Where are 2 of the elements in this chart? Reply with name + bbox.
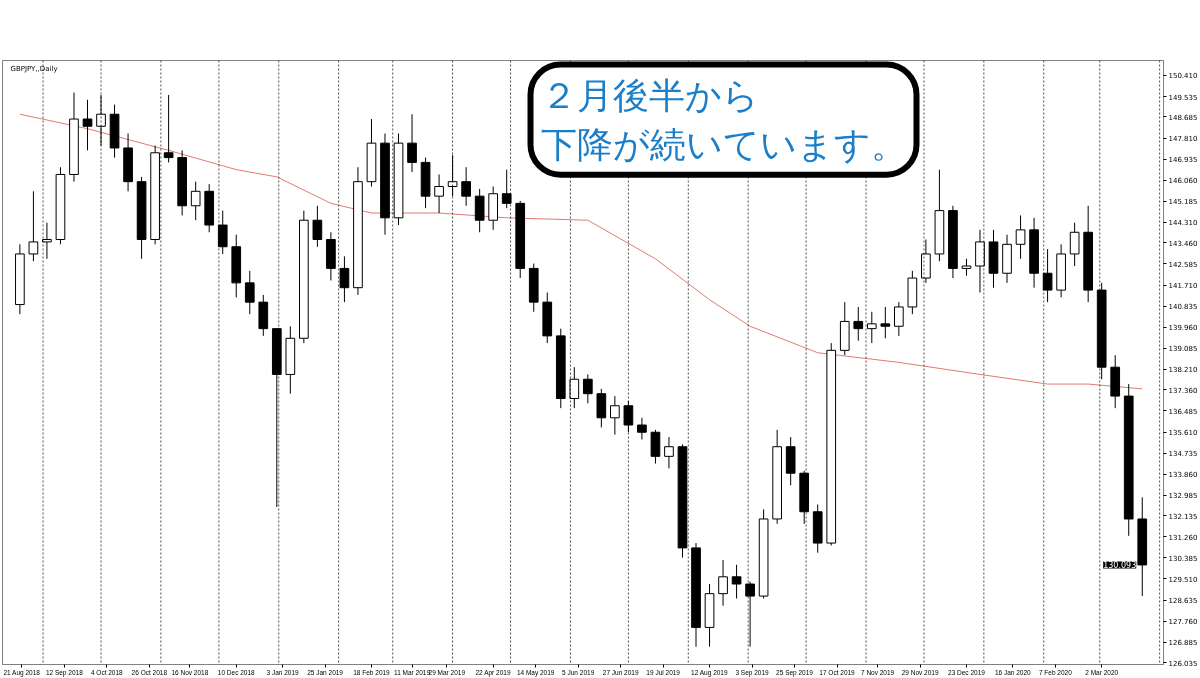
annotation: ２月後半から下降が続いています。 [540, 74, 907, 165]
annotation: 130.093 [1103, 561, 1137, 571]
